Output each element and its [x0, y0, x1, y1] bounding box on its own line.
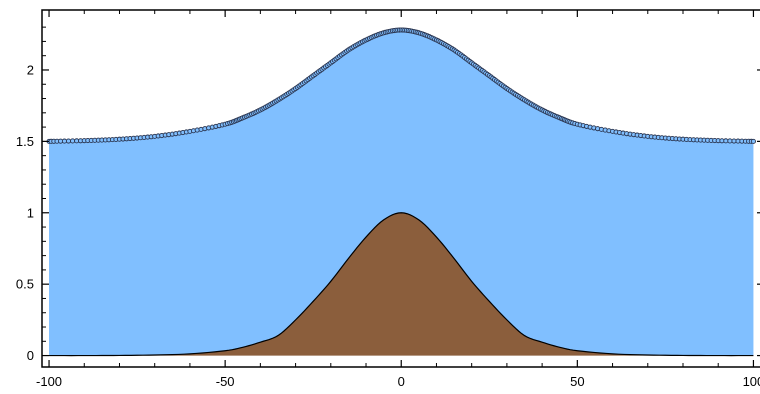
plot-frame [41, 9, 760, 368]
y-tick-label: 2 [27, 62, 34, 77]
x-tick-label: -100 [36, 374, 62, 389]
x-tick-label: 100 [743, 374, 760, 389]
x-tick-label: 0 [398, 374, 405, 389]
y-tick-label: 0 [27, 348, 34, 363]
surface-point [727, 138, 733, 144]
surface-point [65, 138, 72, 144]
bottom-area [49, 212, 754, 356]
axes: -100 -50 0 50 100 0 0.5 1 1.5 2 [16, 10, 760, 389]
y-tick-label: 0.5 [16, 277, 34, 292]
x-tick-label: -50 [216, 374, 235, 389]
surface-point [61, 138, 67, 144]
x-tick-label: 50 [570, 374, 584, 389]
water-area [49, 29, 754, 356]
surface-point [70, 138, 76, 144]
surface-point [731, 138, 737, 144]
y-tick-label: 1.5 [16, 134, 34, 149]
y-tick-label: 1 [27, 205, 34, 220]
bottom-line [49, 212, 754, 357]
plot-area [46, 27, 756, 357]
surface-point [750, 138, 756, 144]
surface-point [723, 138, 729, 144]
